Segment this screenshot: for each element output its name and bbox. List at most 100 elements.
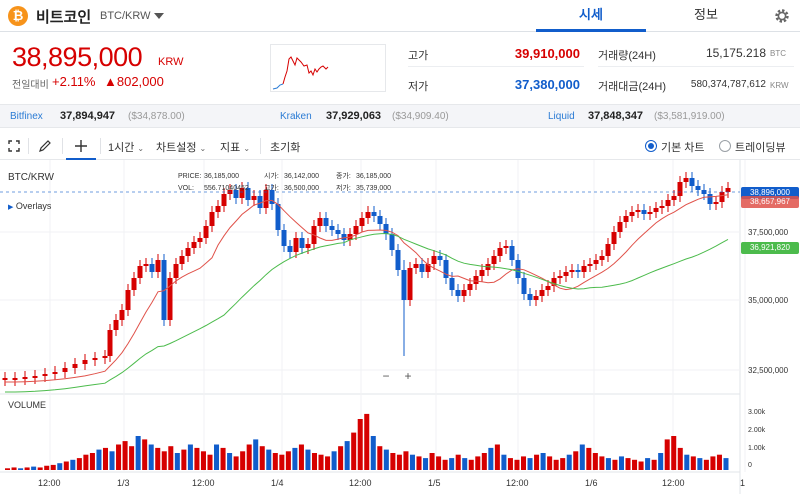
volume-bar [416, 456, 422, 470]
coin-name[interactable]: 비트코인 [36, 9, 92, 26]
volume-bar [684, 454, 690, 470]
exchange-usd: ($34,878.00) [128, 111, 185, 122]
reset-button[interactable]: 초기화 [270, 142, 301, 154]
high-label: 고가 [408, 50, 429, 62]
candle-body [143, 264, 149, 266]
volume-bar [449, 458, 455, 470]
exchange-name[interactable]: Kraken [280, 111, 312, 122]
candle-body [449, 278, 455, 290]
volume-bar [534, 454, 540, 470]
candle-body [125, 290, 131, 310]
volume-bar [455, 454, 461, 470]
zoom-out-button[interactable]: − [382, 369, 390, 383]
divider [28, 138, 29, 154]
volume-bar [370, 436, 376, 470]
volume-bar [331, 451, 337, 470]
candle-body [551, 278, 557, 286]
tab-info[interactable]: 정보 [694, 7, 718, 22]
candle-body [233, 190, 239, 198]
volume-bar [645, 458, 651, 470]
volume-bar [76, 458, 82, 470]
tradingview-radio[interactable] [719, 140, 731, 152]
volume-bar [481, 453, 487, 470]
candle-body [605, 244, 611, 256]
candle-body [269, 190, 275, 204]
indicators-dropdown[interactable]: 지표 ⌄ [220, 139, 250, 155]
x-tick: 12:00 [506, 478, 529, 488]
candle-body [239, 188, 245, 198]
candle-body [359, 218, 365, 226]
volume-bar [24, 467, 30, 470]
candle-body [545, 286, 551, 290]
chevron-down-icon[interactable] [154, 13, 164, 19]
candle-body [305, 244, 311, 248]
volume-bar [298, 444, 304, 470]
gear-icon[interactable] [772, 6, 792, 26]
candle-body [647, 212, 653, 214]
chevron-down-icon: ⌄ [199, 144, 207, 153]
volume-bar [233, 456, 239, 470]
candle-body [82, 360, 88, 364]
volume-bar [37, 467, 43, 470]
volume-bar [259, 446, 265, 470]
low-value: 37,380,000 [514, 77, 580, 92]
basic-chart-radio[interactable] [645, 140, 657, 152]
tab-price[interactable]: 시세 [536, 0, 646, 32]
candle-body [689, 178, 695, 186]
volume-bar [690, 456, 696, 470]
x-tick: 1 [740, 478, 746, 488]
candle-body [299, 238, 305, 248]
volume-bar [638, 461, 644, 470]
volume-bar [579, 444, 585, 470]
candle-body [191, 242, 197, 248]
volume-bar [155, 447, 161, 470]
candle-body [22, 377, 28, 379]
candle-body [719, 192, 725, 202]
volume-bar [44, 465, 50, 470]
coin-pair[interactable]: BTC/KRW [100, 10, 151, 22]
fullscreen-icon[interactable] [8, 140, 20, 152]
volume-bar [142, 439, 148, 470]
info-close: 36,185,000 [356, 173, 392, 180]
volume-bar [181, 449, 187, 470]
exchange-name[interactable]: Liquid [548, 111, 575, 122]
candle-body [179, 256, 185, 264]
change-amount: ▲802,000 [104, 74, 164, 89]
chevron-down-icon: ⌄ [137, 144, 145, 153]
overlays-toggle[interactable]: ▶ Overlays [8, 201, 51, 211]
info-low: 35,739,000 [356, 185, 392, 192]
candle-body [413, 264, 419, 268]
tradingview-label[interactable]: 트레이딩뷰 [735, 142, 786, 154]
candle-body [131, 278, 137, 290]
volume-bar [520, 456, 527, 470]
basic-chart-label[interactable]: 기본 차트 [661, 142, 705, 154]
interval-dropdown[interactable]: 1시간 ⌄ [108, 139, 144, 155]
price-chart[interactable] [0, 160, 800, 494]
candle-body [461, 290, 467, 296]
volume-bar [168, 446, 174, 470]
volume-bar [566, 454, 572, 470]
candle-body [102, 356, 108, 358]
candle-body [407, 268, 413, 300]
volume-bar [677, 447, 683, 470]
y-tick: 32,500,000 [748, 366, 789, 375]
pencil-icon[interactable] [38, 139, 52, 153]
candle-body [665, 200, 671, 206]
candle-body [12, 378, 18, 380]
crosshair-button[interactable] [66, 132, 96, 160]
ma-long-line [5, 233, 729, 393]
candle-body [473, 276, 479, 284]
candle-body [455, 290, 461, 296]
volume-bar [436, 456, 442, 470]
caret-right-icon: ▶ [8, 204, 14, 211]
volume-bar [625, 458, 631, 470]
zoom-in-button[interactable]: + [404, 369, 412, 383]
y-tick: 35,000,000 [748, 296, 789, 305]
chart-settings-dropdown[interactable]: 차트설정 ⌄ [156, 139, 206, 155]
volume-bar [383, 449, 389, 470]
exchange-name[interactable]: Bitfinex [10, 111, 43, 122]
volume-bar [253, 439, 259, 470]
info-low-label: 저가: [336, 185, 351, 192]
candle-body [389, 234, 395, 250]
volume-label: VOLUME [8, 400, 47, 410]
